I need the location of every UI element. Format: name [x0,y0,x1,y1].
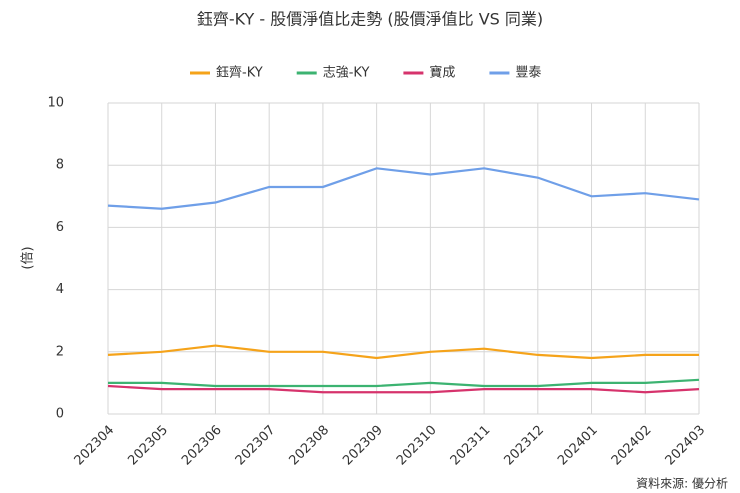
series-line [107,384,700,394]
chart-title: 鈺齊-KY - 股價淨值比走勢 (股價淨值比 VS 同業) [197,10,543,29]
y-tick-label: 10 [47,96,64,111]
y-tick-label: 6 [56,220,64,235]
y-tick-label: 0 [56,407,64,422]
x-tick-label: 202308 [287,423,333,469]
source-note: 資料來源: 優分析 [636,477,728,491]
x-tick-label: 202306 [179,423,225,469]
x-tick-label: 202402 [609,423,655,469]
x-tick-label: 202309 [340,423,386,469]
x-tick-label: 202403 [663,423,709,469]
legend-label: 鈺齊-KY [216,65,263,81]
series-line [107,167,700,210]
y-tick-label: 2 [56,344,64,359]
series-line [108,378,700,388]
legend-label: 豐泰 [515,66,541,81]
x-tick-label: 202310 [394,423,440,469]
x-tick-label: 202312 [501,423,547,469]
x-tick-label: 202307 [233,423,279,469]
legend-label: 志強-KY [323,66,370,81]
y-tick-label: 4 [56,282,64,297]
x-tick-label: 202304 [72,423,118,469]
x-tick-label: 202401 [555,423,601,469]
legend-label: 寶成 [429,65,455,81]
x-tick-label: 202305 [125,423,171,469]
y-tick-label: 8 [56,158,64,173]
y-axis-label: (倍) [21,246,36,269]
series-line [107,344,699,360]
x-tick-label: 202311 [448,423,494,469]
